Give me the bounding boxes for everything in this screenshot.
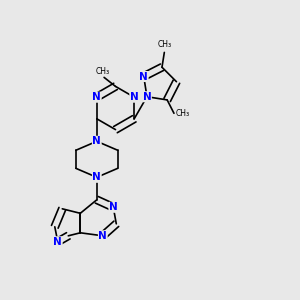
Text: CH₃: CH₃ (157, 40, 171, 50)
Text: N: N (98, 231, 107, 241)
Text: N: N (92, 92, 101, 102)
Text: N: N (92, 172, 101, 182)
Text: N: N (53, 237, 62, 247)
Text: N: N (140, 71, 148, 82)
Text: CH₃: CH₃ (95, 67, 110, 76)
Text: N: N (92, 136, 101, 146)
Text: N: N (130, 92, 139, 102)
Text: N: N (142, 92, 151, 102)
Text: CH₃: CH₃ (176, 109, 190, 118)
Text: N: N (109, 202, 118, 212)
